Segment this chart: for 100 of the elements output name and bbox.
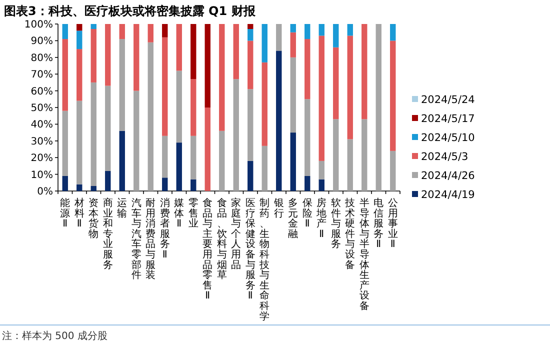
x-tick-label: 运输 [117, 197, 128, 220]
bar [219, 24, 225, 131]
bar [76, 49, 82, 101]
bar [248, 24, 254, 30]
bar [233, 24, 239, 80]
bar [190, 136, 196, 180]
bar [62, 176, 68, 191]
bar [134, 90, 140, 191]
y-tick-label: 10% [30, 170, 53, 181]
bar [304, 39, 310, 100]
bar [176, 24, 182, 71]
bar [304, 176, 310, 191]
y-tick-label: 50% [30, 103, 53, 114]
y-tick-label: 40% [30, 120, 53, 131]
bar [290, 132, 296, 191]
bar [347, 36, 353, 140]
x-tick-label: 保险Ⅱ [302, 198, 312, 230]
x-tick-label: 消费者服务Ⅱ [160, 197, 170, 260]
bar [190, 79, 196, 136]
bar [248, 160, 254, 191]
bar [248, 29, 254, 41]
bar [148, 24, 154, 42]
y-tick-label: 90% [30, 36, 53, 48]
bar [362, 24, 368, 120]
bar [204, 108, 210, 191]
bar [119, 24, 125, 40]
bar [162, 178, 168, 191]
y-tick-label: 30% [30, 136, 53, 148]
bar [318, 36, 324, 161]
bar [62, 24, 68, 40]
bar [390, 24, 396, 41]
y-tick-label: 20% [30, 153, 53, 164]
bar [262, 146, 268, 191]
category-label: 食品与主要用品零售Ⅱ [202, 198, 213, 302]
bar [105, 86, 111, 171]
bar [119, 39, 125, 131]
category-label: 半导体与半导体生产设备 [359, 198, 370, 312]
y-tick-label: 70% [30, 70, 53, 81]
bar [76, 24, 82, 31]
x-tick-label: 商业和专业服务 [102, 197, 113, 271]
x-tick-label: 食品、饮料与烟草 [216, 197, 227, 282]
bar [76, 30, 82, 50]
x-tick-label: 银行 [272, 198, 284, 220]
text: 注：样本为 500 成分股 [2, 330, 108, 342]
y-tick-label: 0% [37, 186, 53, 198]
bar [333, 119, 339, 191]
x-tick-label: 材料Ⅱ [73, 197, 84, 230]
bar [219, 130, 225, 191]
bar [233, 79, 239, 191]
bar [204, 24, 210, 108]
bar [390, 40, 396, 151]
bar [333, 47, 339, 120]
legend-label: 2024/5/24 [421, 94, 476, 106]
bar [62, 39, 68, 111]
bar [304, 24, 310, 40]
bar [134, 24, 140, 91]
x-tick-label: 公用事业Ⅱ [388, 197, 398, 250]
bar [190, 24, 196, 80]
bar [318, 179, 324, 191]
bar [276, 24, 282, 51]
bar [333, 24, 339, 48]
bar [290, 24, 296, 32]
bar [276, 50, 282, 191]
bar [376, 24, 382, 191]
bar [62, 110, 68, 176]
bar [176, 70, 182, 143]
x-tick-label: 技术硬件与设备 [344, 197, 356, 271]
bar [347, 139, 353, 191]
y-tick-label: 100% [24, 20, 53, 30]
x-tick-label: 能源Ⅱ [60, 197, 70, 230]
bar [105, 24, 111, 86]
bar [262, 62, 268, 146]
category-label: 医疗保健设备与服务Ⅱ [245, 198, 256, 302]
x-tick-label: 房地产Ⅱ [316, 197, 327, 240]
bar [262, 24, 268, 62]
legend-label: 2024/5/17 [421, 113, 475, 125]
bar [162, 37, 168, 136]
legend-label: 2024/5/10 [421, 132, 475, 144]
x-tick-label: 资本货物 [88, 197, 99, 240]
x-tick-label: 软件与服务 [330, 197, 341, 250]
bar [76, 184, 82, 191]
x-tick-label: 多元金融 [288, 197, 298, 240]
bar [248, 40, 254, 90]
chart-title: 图表3：科技、医疗板块或将密集披露 Q1 财报 [4, 4, 256, 18]
legend-label: 2024/4/26 [421, 170, 476, 182]
x-tick-label: 零售业 [188, 198, 198, 230]
bar [290, 32, 296, 58]
bar [304, 99, 310, 176]
legend-label: 2024/5/3 [421, 151, 468, 163]
bar [190, 179, 196, 191]
bar [318, 160, 324, 180]
bar [90, 186, 96, 191]
x-tick-label: 媒体Ⅱ [174, 198, 184, 230]
bar [362, 119, 368, 191]
x-tick-label: 汽车与汽车零部件 [131, 197, 142, 282]
category-label: 制药、生物科技与生命科学 [260, 198, 270, 322]
bar [176, 142, 182, 191]
bar [318, 24, 324, 36]
bar [90, 24, 96, 30]
bar [390, 150, 396, 191]
